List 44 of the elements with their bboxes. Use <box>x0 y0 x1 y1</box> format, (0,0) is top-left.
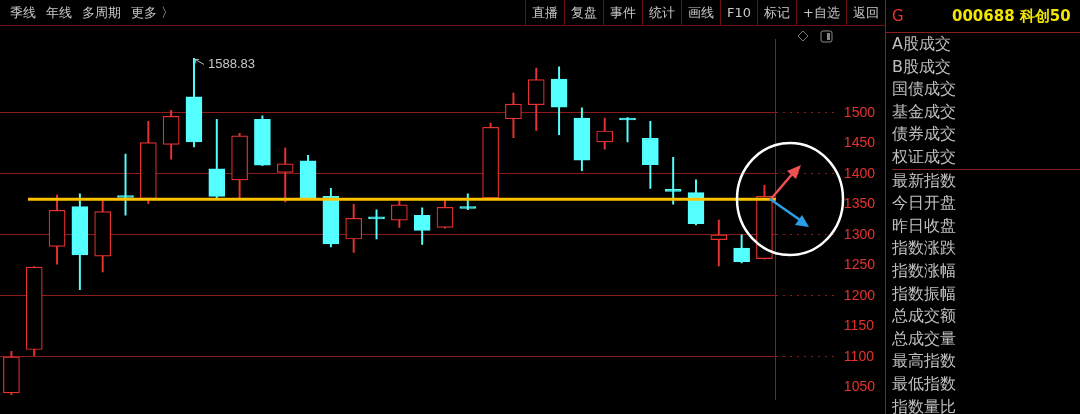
y-tick-label: 1200 <box>843 286 876 303</box>
candlestick <box>664 156 682 205</box>
text: 更多 〉 <box>131 3 175 22</box>
text: 直播 <box>525 0 565 25</box>
text: 国债成交 <box>892 78 957 101</box>
text: 指数振幅 <box>892 282 957 305</box>
text: B股成交 <box>892 55 952 78</box>
y-tick-label: 1100 <box>843 347 875 364</box>
text: 多周期 <box>82 3 121 22</box>
text: 指数涨幅 <box>892 259 957 282</box>
y-tick-label: 1400 <box>843 164 876 181</box>
text: A股成交 <box>892 33 952 55</box>
text: 事件 <box>603 0 643 25</box>
text: 统计 <box>642 0 682 25</box>
y-tick-label: 1500 <box>843 103 876 120</box>
text: 基金成交 <box>892 100 957 123</box>
y-tick-label: 1250 <box>843 256 876 273</box>
y-tick-label: 1150 <box>843 317 875 334</box>
text: 画线 <box>681 0 721 25</box>
annotation: 1588.83 <box>207 56 255 72</box>
text: F10 <box>720 0 758 25</box>
text: 权证成交 <box>892 145 957 168</box>
text: 债券成交 <box>892 123 957 146</box>
text: 000688 科创50 <box>952 6 1071 26</box>
text: 总成交额 <box>892 305 957 328</box>
text: 返回 <box>846 0 885 25</box>
text: 指数涨跌 <box>892 237 957 260</box>
text: 今日开盘 <box>892 192 957 215</box>
text: 复盘 <box>564 0 604 25</box>
text: 总成交量 <box>892 327 957 350</box>
y-tick-label: 1300 <box>843 225 876 242</box>
text: 标记 <box>757 0 797 25</box>
text: 最高指数 <box>892 350 957 373</box>
text: 年线 <box>46 3 72 22</box>
text: 昨日收盘 <box>892 214 957 237</box>
y-tick-label: 1450 <box>843 134 876 151</box>
text: +自选 <box>796 0 846 25</box>
text: 最低指数 <box>892 372 957 395</box>
text: 最新指数 <box>892 168 1080 193</box>
y-tick-label: 1350 <box>843 195 876 212</box>
text: 指数量比 <box>892 395 957 414</box>
text: 季线 <box>10 3 36 22</box>
text: G <box>892 7 905 25</box>
y-tick-label: 1050 <box>843 378 876 395</box>
